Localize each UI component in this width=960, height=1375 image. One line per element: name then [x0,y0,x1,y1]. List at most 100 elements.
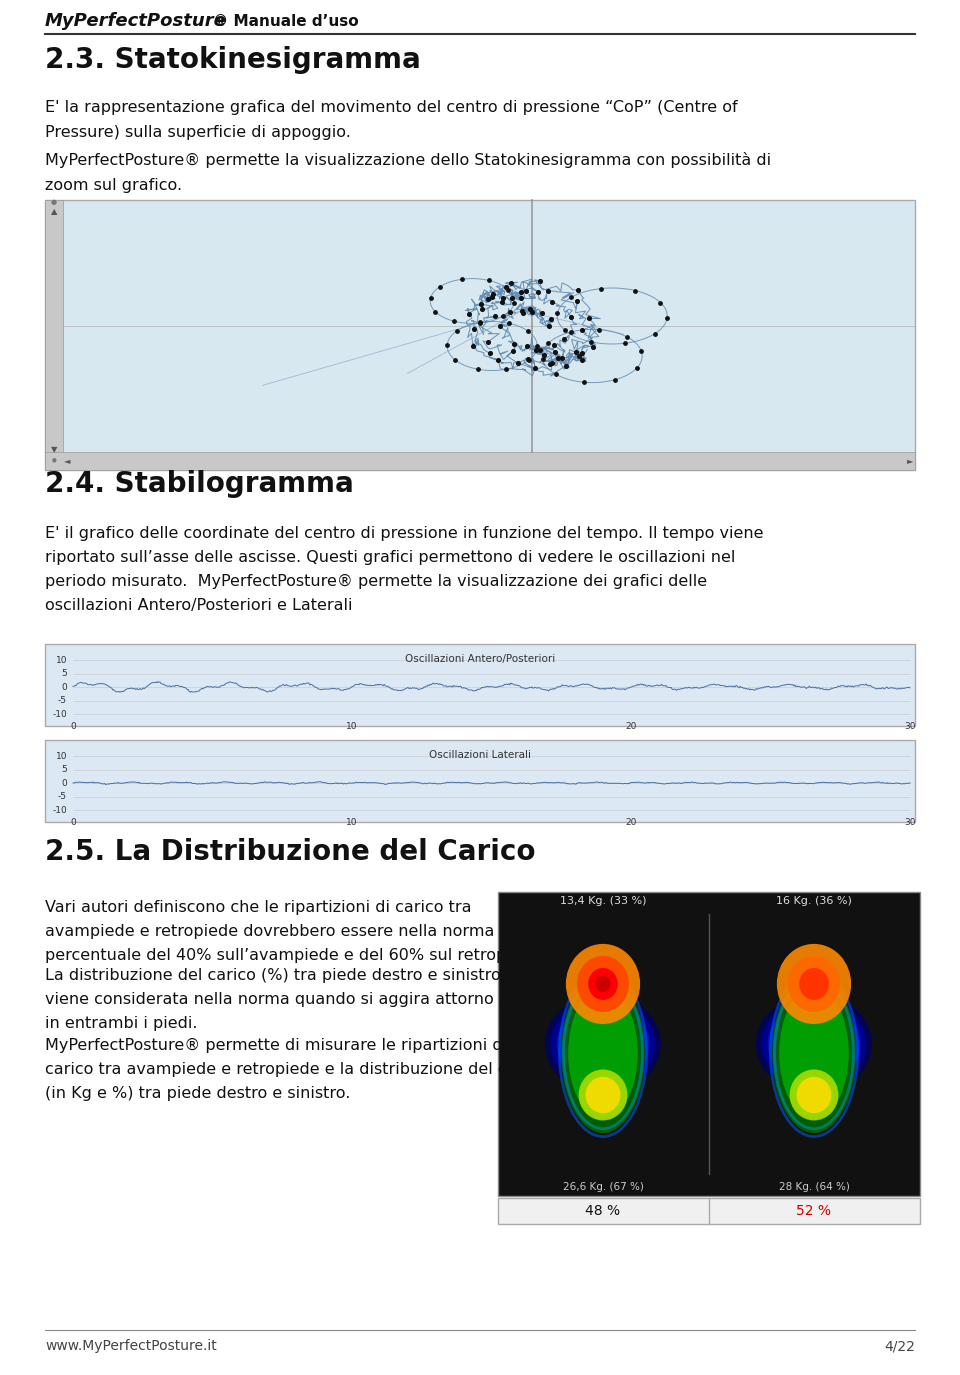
Point [653,292,668,314]
Point [550,302,565,324]
Point [495,286,511,308]
Point [548,341,564,363]
Text: MyPerfectPosture® permette la visualizzazione dello Statokinesigramma con possib: MyPerfectPosture® permette la visualizza… [45,153,771,192]
Point [593,278,609,300]
Text: www.MyPerfectPosture.it: www.MyPerfectPosture.it [45,1339,217,1353]
Bar [498,892,920,1196]
Text: ●: ● [52,458,57,462]
Text: Oscillazioni Antero/Posteriori: Oscillazioni Antero/Posteriori [405,654,555,664]
Ellipse shape [562,974,645,1133]
Ellipse shape [768,1004,860,1084]
Point [527,358,542,380]
Point [546,334,562,356]
Bar [45,199,63,470]
Text: 5: 5 [61,670,67,678]
Text: La distribuzione del carico (%) tra piede destro e sinistro
viene considerata ne: La distribuzione del carico (%) tra pied… [45,968,554,1031]
Point [564,320,579,342]
Text: 52 %: 52 % [797,1204,831,1218]
Point [503,272,518,294]
Text: -10: -10 [52,806,67,814]
Text: ●: ● [51,199,57,205]
Ellipse shape [762,1000,866,1089]
Point [619,326,635,348]
Text: 20: 20 [625,818,636,826]
Ellipse shape [545,994,661,1094]
Point [607,368,622,390]
Point [586,337,601,359]
Point [515,300,530,322]
Text: 5: 5 [61,765,67,774]
Text: ▼: ▼ [51,446,58,455]
Point [543,308,559,330]
Point [504,287,519,309]
Bar [45,452,915,470]
Point [491,349,506,371]
Point [570,279,586,301]
Ellipse shape [788,956,840,1012]
Point [482,342,497,364]
Ellipse shape [780,987,849,1119]
Ellipse shape [557,1004,649,1084]
Point [519,336,535,358]
Point [634,341,649,363]
Point [485,283,500,305]
Point [506,340,521,362]
Point [447,349,463,371]
Point [465,336,480,358]
Point [469,358,485,380]
Point [557,327,572,349]
Point [534,302,549,324]
Point [550,348,565,370]
Text: 10: 10 [56,656,67,664]
Text: Oscillazioni Laterali: Oscillazioni Laterali [429,749,531,760]
Text: 2.4. Stabilogramma: 2.4. Stabilogramma [45,470,353,498]
Ellipse shape [756,994,872,1094]
Text: E' la rappresentazione grafica del movimento del centro di pressione “CoP” (Cent: E' la rappresentazione grafica del movim… [45,100,737,140]
Point [502,301,517,323]
Ellipse shape [588,968,618,1000]
Point [449,320,465,342]
Point [480,331,495,353]
Point [532,340,547,362]
Point [516,301,531,323]
Point [576,371,591,393]
Point [528,340,543,362]
Point [498,359,514,381]
Bar [45,199,915,470]
Point [520,348,536,370]
Text: 30: 30 [904,722,916,732]
Point [427,301,443,323]
Point [544,352,560,374]
Ellipse shape [799,968,828,1000]
Point [474,297,490,319]
Point [498,276,514,298]
Text: 0: 0 [61,682,67,692]
Point [524,301,540,323]
Point [517,280,533,302]
Point [522,298,538,320]
Ellipse shape [577,956,629,1012]
Point [501,312,516,334]
Text: -5: -5 [58,696,67,705]
Text: ◄: ◄ [63,456,70,466]
Ellipse shape [772,974,855,1133]
Text: MyPerfectPosture® permette di misurare le ripartizioni di
carico tra avampiede e: MyPerfectPosture® permette di misurare l… [45,1038,546,1101]
Ellipse shape [551,1000,656,1089]
Text: 4/22: 4/22 [884,1339,915,1353]
Point [440,334,455,356]
Point [584,331,599,353]
Point [506,333,521,355]
Text: ►: ► [907,456,913,466]
Text: 10: 10 [347,722,358,732]
Text: Vari autori definiscono che le ripartizioni di carico tra
avampiede e retropiede: Vari autori definiscono che le ripartizi… [45,901,546,962]
Text: -5: -5 [58,792,67,802]
Point [495,305,511,327]
Point [514,282,529,304]
Ellipse shape [777,943,852,1024]
Ellipse shape [595,976,611,991]
Text: 2.5. La Distribuzione del Carico: 2.5. La Distribuzione del Carico [45,837,536,866]
Text: -10: -10 [52,710,67,719]
Point [521,349,537,371]
Text: 13,4 Kg. (33 %): 13,4 Kg. (33 %) [560,896,646,906]
Text: 26,6 Kg. (67 %): 26,6 Kg. (67 %) [563,1182,643,1192]
